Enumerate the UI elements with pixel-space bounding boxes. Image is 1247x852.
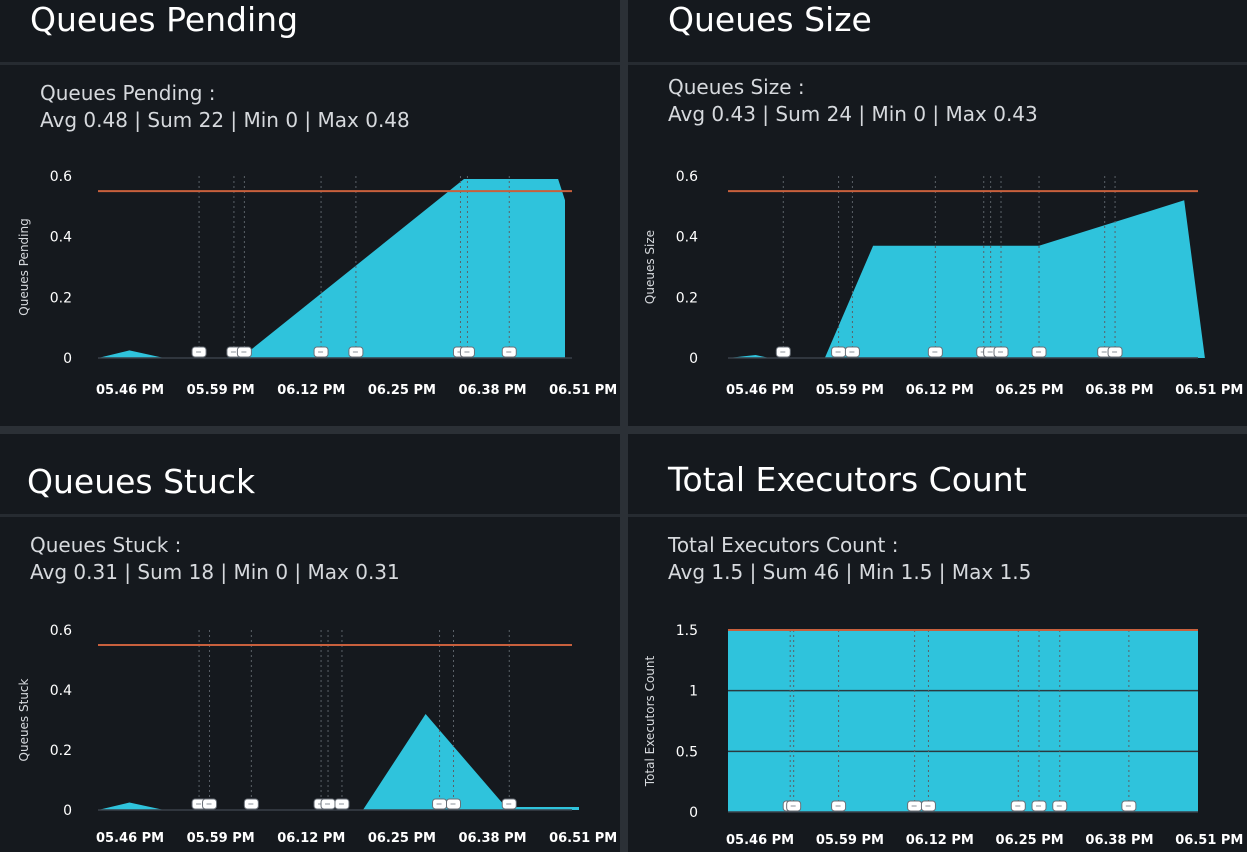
x-tick-label: 06.38 PM [1085,383,1153,398]
x-tick-label: 06.51 PM [1175,833,1243,848]
x-tick-label: 06.38 PM [1085,833,1153,848]
y-tick-label: 0.2 [50,290,72,306]
stats-summary: Queues Size : Avg 0.43 | Sum 24 | Min 0 … [668,74,1038,128]
y-tick-label: 0 [63,351,72,367]
stats-summary: Total Executors Count : Avg 1.5 | Sum 46… [668,532,1031,586]
queues-stuck-chart[interactable]: 0 0.2 0.4 0.6 05.46 PM 05.59 PM 06.12 PM 06.25 … [0,434,620,852]
y-tick-label: 0.5 [676,744,698,760]
panel-header: Queues Pending [0,0,620,65]
x-tick-label: 05.59 PM [187,831,255,846]
panel-queues-size: Queues Size Queues Size : Avg 0.43 | Sum… [628,0,1247,426]
y-axis-title: Total Executors Count [643,656,657,788]
stats-label: Total Executors Count : [668,533,899,557]
y-tick-label: 0.6 [50,169,72,185]
y-axis-title: Queues Pending [17,218,31,315]
panel-title: Queues Stuck [27,462,256,501]
x-tick-label: 06.12 PM [277,831,345,846]
panel-header: Total Executors Count [628,434,1247,517]
series-area [98,179,565,358]
x-tick-label: 05.46 PM [726,383,794,398]
y-tick-label: 0.6 [50,623,72,639]
series-area [728,200,1205,358]
panel-total-executors-count: Total Executors Count Total Executors Co… [628,434,1247,852]
y-axis-title: Queues Stuck [17,678,31,761]
y-tick-label: 0.4 [50,683,72,699]
queues-pending-chart[interactable]: 0 0.2 0.4 0.6 05.46 PM 05.59 PM 06.12 PM 06.25 … [0,0,620,426]
x-tick-label: 05.59 PM [187,383,255,398]
x-tick-label: 05.59 PM [816,383,884,398]
y-tick-label: 0.2 [50,743,72,759]
y-tick-label: 0 [689,805,698,821]
total-executors-count-chart[interactable]: 0 0.5 1 1.5 05.46 PM 05.59 PM 06.12 PM 06.25 PM… [628,434,1247,852]
x-tick-label: 06.12 PM [906,833,974,848]
stats-values: Avg 0.48 | Sum 22 | Min 0 | Max 0.48 [40,108,410,132]
x-tick-label: 05.46 PM [96,831,164,846]
y-tick-label: 0.4 [50,230,72,246]
x-tick-label: 06.25 PM [996,833,1064,848]
stats-label: Queues Pending : [40,81,216,105]
y-tick-label: 0.6 [676,169,698,185]
panel-header: Queues Stuck [0,434,620,517]
x-tick-label: 06.51 PM [549,383,617,398]
panel-title: Total Executors Count [668,460,1027,499]
y-tick-label: 1.5 [676,623,698,639]
x-tick-label: 06.12 PM [277,383,345,398]
x-tick-label: 06.12 PM [906,383,974,398]
x-tick-label: 05.46 PM [726,833,794,848]
y-tick-label: 0 [689,351,698,367]
series-area [98,714,579,810]
x-tick-label: 06.51 PM [1175,383,1243,398]
stats-values: Avg 0.31 | Sum 18 | Min 0 | Max 0.31 [30,560,400,584]
x-tick-label: 06.38 PM [458,831,526,846]
x-tick-label: 05.46 PM [96,383,164,398]
stats-summary: Queues Pending : Avg 0.48 | Sum 22 | Min… [40,80,410,134]
x-tick-label: 05.59 PM [816,833,884,848]
stats-summary: Queues Stuck : Avg 0.31 | Sum 18 | Min 0… [30,532,400,586]
y-tick-label: 1 [689,684,698,700]
x-tick-label: 06.25 PM [368,831,436,846]
x-tick-label: 06.25 PM [368,383,436,398]
series-area [728,630,1198,812]
panel-header: Queues Size [628,0,1247,65]
queues-size-chart[interactable]: 0 0.2 0.4 0.6 05.46 PM 05.59 PM 06.12 PM 06.25 … [628,0,1247,426]
x-tick-label: 06.25 PM [996,383,1064,398]
x-tick-label: 06.51 PM [549,831,617,846]
y-axis-title: Queues Size [643,230,657,304]
y-tick-label: 0.2 [676,290,698,306]
stats-label: Queues Stuck : [30,533,182,557]
y-tick-label: 0.4 [676,230,698,246]
panel-title: Queues Size [668,0,872,39]
panel-title: Queues Pending [30,0,299,39]
stats-values: Avg 0.43 | Sum 24 | Min 0 | Max 0.43 [668,102,1038,126]
y-tick-label: 0 [63,803,72,819]
panel-queues-stuck: Queues Stuck Queues Stuck : Avg 0.31 | S… [0,434,620,852]
x-tick-label: 06.38 PM [458,383,526,398]
panel-queues-pending: Queues Pending Queues Pending : Avg 0.48… [0,0,620,426]
stats-label: Queues Size : [668,75,805,99]
stats-values: Avg 1.5 | Sum 46 | Min 1.5 | Max 1.5 [668,560,1032,584]
